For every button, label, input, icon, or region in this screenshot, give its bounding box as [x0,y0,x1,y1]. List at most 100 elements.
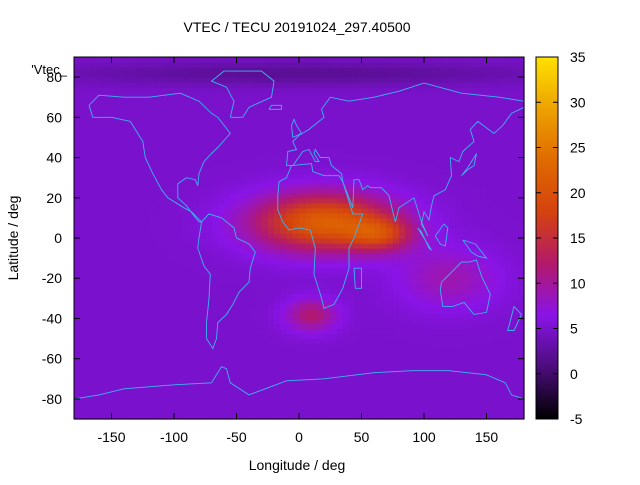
heatmap-cell [167,253,175,259]
heatmap-cell [311,293,319,299]
heatmap-cell [117,202,125,209]
heatmap-cell [236,202,244,209]
heatmap-cell [417,127,425,134]
heatmap-cell [267,152,275,159]
heatmap-cell [305,413,313,420]
heatmap-cell [199,197,206,204]
heatmap-cell [305,167,313,174]
heatmap-cell [211,137,219,144]
heatmap-cell [86,77,94,83]
heatmap-cell [505,403,513,410]
heatmap-cell [261,87,269,93]
heatmap-cell [467,147,475,154]
heatmap-cell [286,212,294,219]
heatmap-cell [492,132,500,139]
heatmap-cell [424,398,431,405]
heatmap-cell [317,142,325,149]
heatmap-cell [405,238,413,244]
heatmap-cell [142,212,150,219]
heatmap-cell [386,358,394,365]
heatmap-cell [199,207,206,214]
heatmap-cell [86,92,94,98]
heatmap-cell [455,87,463,93]
heatmap-cell [430,72,438,78]
heatmap-cell [292,222,300,229]
heatmap-cell [492,283,500,289]
heatmap-cell [99,268,106,274]
heatmap-cell [455,197,463,204]
heatmap-cell [161,358,169,365]
heatmap-cell [392,147,400,154]
heatmap-cell [517,192,525,199]
heatmap-cell [167,67,175,73]
heatmap-cell [511,107,519,113]
heatmap-cell [217,353,225,360]
heatmap-cell [486,172,494,179]
heatmap-cell [86,152,94,159]
heatmap-cell [224,338,231,345]
heatmap-cell [436,137,444,144]
heatmap-cell [280,142,288,149]
heatmap-cell [392,253,400,259]
heatmap-cell [286,92,294,98]
heatmap-cell [511,127,519,134]
heatmap-cell [436,253,444,259]
heatmap-cell [474,238,481,244]
heatmap-cell [261,358,269,365]
heatmap-cell [342,303,350,309]
heatmap-cell [136,373,144,380]
heatmap-cell [174,137,181,144]
heatmap-cell [74,112,81,118]
heatmap-cell [486,323,494,330]
heatmap-cell [324,72,331,78]
heatmap-cell [236,167,244,174]
heatmap-cell [92,177,100,184]
heatmap-cell [386,338,394,345]
heatmap-cell [480,177,488,184]
heatmap-cell [467,107,475,113]
heatmap-cell [261,192,269,199]
heatmap-cell [99,212,106,219]
heatmap-cell [386,263,394,269]
heatmap-cell [392,127,400,134]
heatmap-cell [380,157,388,164]
heatmap-cell [161,82,169,88]
heatmap-cell [174,243,181,249]
heatmap-cell [442,248,450,254]
heatmap-cell [486,157,494,164]
heatmap-cell [80,172,88,179]
heatmap-cell [342,217,350,224]
heatmap-cell [105,152,113,159]
heatmap-cell [142,132,150,139]
heatmap-cell [505,293,513,299]
heatmap-cell [230,92,238,98]
heatmap-cell [124,253,131,259]
heatmap-cell [317,323,325,330]
heatmap-cell [117,227,125,234]
heatmap-cell [180,127,188,134]
heatmap-cell [217,147,225,154]
heatmap-cell [480,348,488,355]
heatmap-cell [174,172,181,179]
heatmap-cell [117,243,125,249]
heatmap-cell [230,318,238,325]
heatmap-cell [242,197,250,204]
heatmap-cell [249,142,256,149]
heatmap-cell [461,97,469,103]
heatmap-cell [161,222,169,229]
heatmap-cell [486,343,494,350]
heatmap-cell [424,147,431,154]
heatmap-cell [136,238,144,244]
heatmap-cell [499,383,506,390]
heatmap-cell [342,122,350,128]
heatmap-cell [417,112,425,118]
heatmap-cell [336,207,344,214]
heatmap-cell [205,348,213,355]
heatmap-cell [336,92,344,98]
heatmap-cell [467,263,475,269]
heatmap-cell [430,102,438,108]
heatmap-cell [280,232,288,239]
heatmap-cell [436,177,444,184]
heatmap-cell [80,413,88,420]
heatmap-cell [336,298,344,304]
